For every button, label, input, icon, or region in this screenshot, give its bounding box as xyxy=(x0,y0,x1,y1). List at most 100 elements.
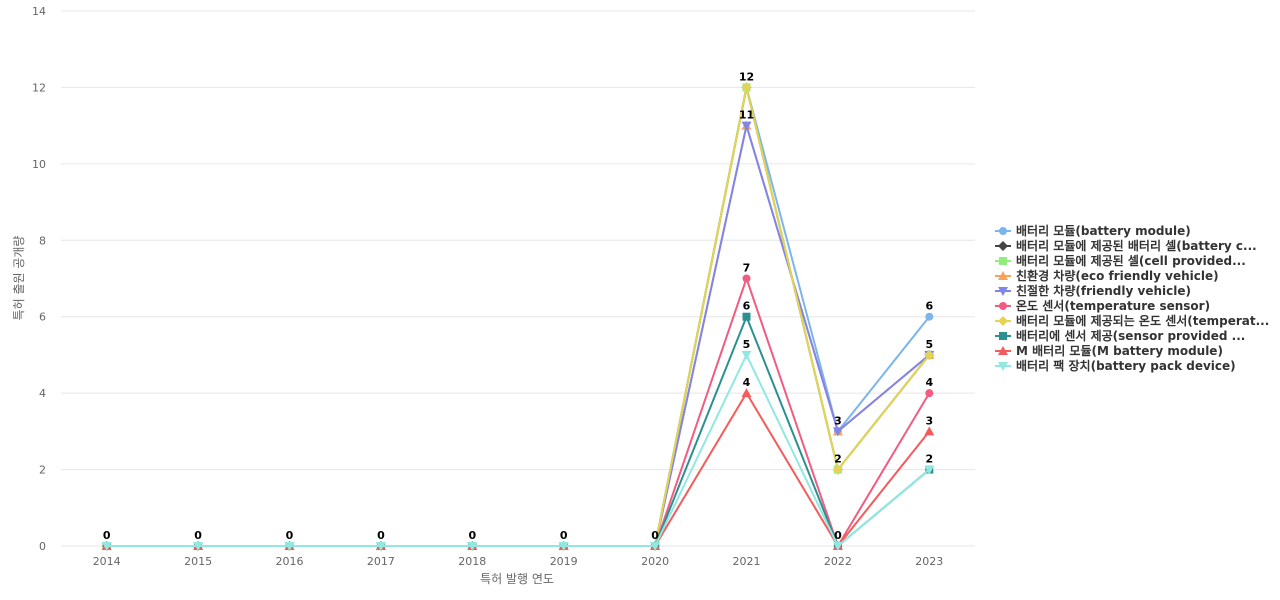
data-point xyxy=(284,542,295,551)
y-axis-title: 특허 출원 공개량 xyxy=(12,236,26,321)
data-label: 0 xyxy=(103,529,111,542)
series-10 xyxy=(101,350,935,551)
data-point xyxy=(742,312,751,321)
legend-marker xyxy=(998,362,1008,371)
series-lines xyxy=(101,82,935,551)
y-tick-label: 14 xyxy=(32,5,46,18)
data-label: 5 xyxy=(925,338,933,351)
y-axis-ticks: 0 2 4 6 8 10 12 14 xyxy=(32,5,46,553)
data-point xyxy=(832,427,843,437)
y-tick-label: 12 xyxy=(32,81,46,94)
x-axis-ticks: 2014 2015 2016 2017 2018 2019 2020 2021 2022 2023 xyxy=(93,555,944,568)
x-tick-label: 2014 xyxy=(93,555,121,568)
legend-marker xyxy=(998,287,1008,296)
data-point xyxy=(741,121,752,131)
data-label: 2 xyxy=(925,453,933,466)
data-point xyxy=(741,388,752,398)
data-label: 7 xyxy=(743,262,751,275)
data-labels: 0 0 0 0 0 0 0 12 11 7 6 5 4 3 2 0 6 5 4 3 2 xyxy=(103,70,934,542)
series-line xyxy=(106,353,930,547)
data-label: 11 xyxy=(739,109,754,122)
data-label: 5 xyxy=(743,338,751,351)
data-point xyxy=(467,542,478,551)
x-tick-label: 2021 xyxy=(733,555,761,568)
legend: 배터리 모듈(battery module)배터리 모듈에 제공된 배터리 셀(… xyxy=(995,223,1269,373)
x-tick-label: 2017 xyxy=(367,555,395,568)
legend-item[interactable]: 온도 센서(temperature sensor) xyxy=(995,298,1210,313)
legend-label: 배터리 팩 장치(battery pack device) xyxy=(1016,358,1236,373)
x-tick-label: 2022 xyxy=(824,555,852,568)
legend-item[interactable]: 배터리 팩 장치(battery pack device) xyxy=(995,358,1236,373)
legend-marker xyxy=(999,302,1007,310)
x-tick-label: 2016 xyxy=(276,555,304,568)
legend-label: 배터리 모듈에 제공된 배터리 셀(battery c... xyxy=(1016,238,1257,253)
y-tick-label: 4 xyxy=(39,387,46,400)
legend-item[interactable]: 배터리에 센서 제공(sensor provided ... xyxy=(995,328,1245,343)
legend-label: 온도 센서(temperature sensor) xyxy=(1016,298,1210,313)
legend-label: 배터리에 센서 제공(sensor provided ... xyxy=(1016,328,1245,343)
data-point xyxy=(924,426,935,436)
legend-marker xyxy=(998,346,1008,355)
data-point xyxy=(650,542,661,551)
series-6 xyxy=(102,274,934,550)
data-label: 6 xyxy=(743,300,751,313)
legend-marker xyxy=(998,241,1008,251)
x-tick-label: 2020 xyxy=(641,555,669,568)
y-tick-label: 0 xyxy=(39,540,46,553)
data-label: 0 xyxy=(468,529,476,542)
data-point xyxy=(832,464,843,475)
y-tick-label: 8 xyxy=(39,234,46,247)
data-point xyxy=(924,465,935,475)
data-label: 3 xyxy=(925,414,933,427)
data-label: 0 xyxy=(560,529,568,542)
grid-lines xyxy=(61,10,975,547)
data-label: 0 xyxy=(286,529,294,542)
y-tick-label: 6 xyxy=(39,311,46,324)
data-label: 0 xyxy=(377,529,385,542)
data-label: 4 xyxy=(743,376,751,389)
data-point xyxy=(193,542,204,551)
legend-marker xyxy=(999,332,1007,340)
legend-item[interactable]: 친환경 차량(eco friendly vehicle) xyxy=(995,268,1219,283)
data-point xyxy=(375,542,386,551)
series-line xyxy=(106,315,930,547)
legend-marker xyxy=(998,316,1008,326)
y-tick-label: 10 xyxy=(32,158,46,171)
legend-item[interactable]: 친절한 차량(friendly vehicle) xyxy=(995,283,1191,298)
legend-label: 친환경 차량(eco friendly vehicle) xyxy=(1016,268,1219,283)
data-label: 12 xyxy=(739,70,754,83)
data-label: 3 xyxy=(834,414,842,427)
data-label: 4 xyxy=(925,376,933,389)
x-axis-title: 특허 발행 연도 xyxy=(480,571,554,586)
legend-label: 친절한 차량(friendly vehicle) xyxy=(1016,283,1191,298)
legend-marker xyxy=(998,271,1008,280)
x-tick-label: 2019 xyxy=(550,555,578,568)
legend-item[interactable]: 배터리 모듈에 제공된 배터리 셀(battery c... xyxy=(995,238,1257,253)
data-point xyxy=(742,274,751,283)
data-point xyxy=(558,542,569,551)
legend-marker xyxy=(999,227,1007,235)
series-9 xyxy=(101,388,935,550)
y-tick-label: 2 xyxy=(39,464,46,477)
legend-label: 배터리 모듈에 제공된 셀(cell provided... xyxy=(1016,253,1246,268)
legend-item[interactable]: 배터리 모듈에 제공된 셀(cell provided... xyxy=(995,253,1246,268)
x-tick-label: 2015 xyxy=(184,555,212,568)
data-point xyxy=(741,82,752,93)
data-label: 0 xyxy=(834,529,842,542)
data-point xyxy=(924,349,935,360)
series-line xyxy=(106,277,931,547)
data-point xyxy=(741,350,752,360)
data-label: 0 xyxy=(194,529,202,542)
data-point xyxy=(101,542,112,551)
legend-item[interactable]: M 배터리 모듈(M battery module) xyxy=(995,343,1223,358)
x-tick-label: 2018 xyxy=(458,555,486,568)
data-label: 2 xyxy=(834,453,842,466)
legend-label: 배터리 모듈에 제공되는 온도 센서(temperat... xyxy=(1016,313,1269,328)
x-tick-label: 2023 xyxy=(915,555,943,568)
legend-item[interactable]: 배터리 모듈에 제공되는 온도 센서(temperat... xyxy=(995,313,1269,328)
data-point xyxy=(925,389,934,398)
legend-marker xyxy=(999,257,1007,265)
legend-item[interactable]: 배터리 모듈(battery module) xyxy=(995,223,1191,238)
data-label: 6 xyxy=(925,300,933,313)
